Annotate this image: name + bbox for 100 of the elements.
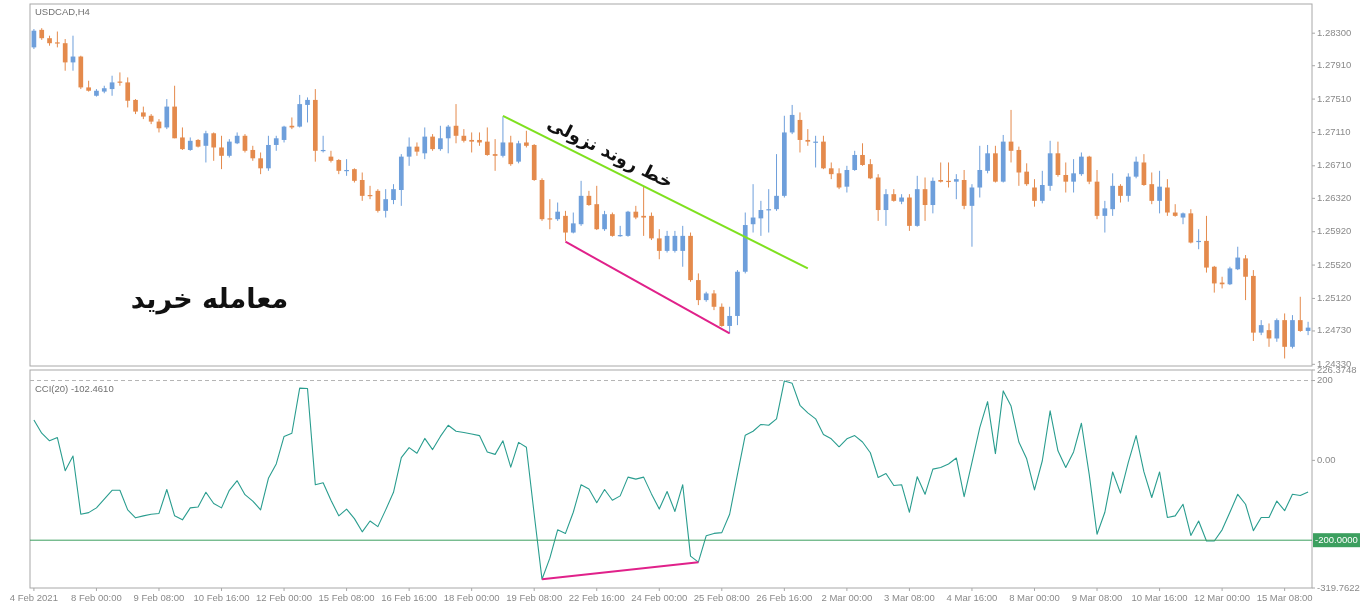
candlestick	[852, 150, 858, 172]
line-series	[33, 380, 1309, 580]
candlestick	[656, 228, 662, 260]
candlestick	[789, 104, 795, 135]
candlestick	[1032, 178, 1037, 208]
x-tick-label: 2 Mar 00:00	[821, 592, 873, 603]
x-tick-label: 3 Mar 08:00	[884, 592, 935, 603]
candlestick	[836, 167, 842, 190]
x-tick-label: 19 Feb 08:00	[506, 592, 563, 603]
candlestick	[1235, 246, 1241, 271]
x-tick-label: 4 Feb 2021	[9, 592, 58, 603]
candlestick	[484, 126, 490, 157]
x-tick-label: 25 Feb 08:00	[693, 592, 750, 603]
candlestick	[1157, 170, 1162, 214]
y-tick-label: -319.7622	[1317, 581, 1360, 593]
y-tick-label: 200	[1317, 374, 1333, 386]
candlestick	[508, 135, 514, 167]
candlestick	[438, 125, 443, 152]
y-tick-label: 1.26320	[1317, 191, 1352, 203]
candlestick	[1243, 254, 1248, 301]
x-tick-label: 8 Feb 00:00	[71, 592, 122, 603]
y-tick-label: 1.27110	[1317, 125, 1351, 137]
candlestick	[164, 98, 170, 130]
candlestick	[680, 225, 686, 268]
candlestick	[985, 144, 990, 174]
chart-title: USDCAD,H4	[35, 6, 90, 17]
candlestick	[1180, 212, 1186, 225]
x-tick-label: 12 Feb 00:00	[256, 592, 313, 603]
candlestick	[219, 135, 224, 170]
x-tick-label: 10 Mar 16:00	[1131, 592, 1188, 603]
y-tick-label: 1.27910	[1317, 59, 1352, 71]
y-tick-label: 1.25120	[1317, 291, 1352, 303]
candlestick	[1063, 161, 1069, 194]
candlestick	[696, 272, 701, 306]
candlestick	[1079, 151, 1084, 177]
y-tick-label: 0.00	[1317, 453, 1336, 465]
candlestick	[125, 76, 131, 108]
candlestick	[469, 131, 475, 153]
candlestick	[1125, 172, 1131, 203]
candlestick	[555, 202, 560, 222]
candlestick	[445, 124, 451, 154]
candlestick	[383, 188, 389, 219]
candlestick	[649, 212, 654, 241]
candlestick	[1102, 200, 1108, 234]
x-tick-label: 26 Feb 16:00	[756, 592, 813, 603]
candlestick	[1274, 317, 1280, 343]
candlestick	[1211, 265, 1217, 294]
candlestick	[492, 138, 498, 172]
candlestick	[226, 138, 232, 158]
candlestick	[109, 75, 115, 97]
candlestick	[422, 126, 428, 160]
candlestick	[602, 210, 607, 232]
annotation: معامله خرید	[130, 283, 289, 316]
candlestick	[359, 171, 365, 202]
candlestick	[1039, 170, 1045, 204]
candlestick	[977, 145, 983, 199]
candlestick	[547, 198, 553, 230]
candlestick	[391, 183, 396, 205]
candlestick	[1024, 162, 1030, 187]
candlestick	[610, 212, 615, 238]
y-tick-label: 1.26710	[1317, 159, 1352, 171]
text: خط روند نزولی	[543, 112, 677, 194]
candlestick	[860, 142, 865, 167]
x-tick-label: 18 Feb 00:00	[443, 592, 500, 603]
y-tick-label: 1.25920	[1317, 225, 1352, 237]
x-tick-label: 15 Mar 08:00	[1256, 592, 1313, 603]
x-tick-label: 12 Mar 00:00	[1194, 592, 1251, 603]
candlestick	[305, 96, 310, 123]
x-tick-label: 15 Feb 08:00	[318, 592, 375, 603]
y-tick-label: 1.25520	[1317, 258, 1352, 270]
candlestick	[563, 210, 568, 242]
candlestick	[297, 94, 303, 128]
y-tick-label: 1.24730	[1317, 324, 1352, 336]
candlestick	[516, 140, 521, 164]
candlestick	[774, 153, 779, 212]
x-tick-label: 9 Feb 08:00	[133, 592, 185, 603]
candlestick	[258, 151, 263, 175]
x-tick-label: 9 Mar 08:00	[1071, 592, 1123, 603]
candlestick	[1149, 171, 1155, 205]
candlestick	[867, 158, 873, 180]
x-tick-label: 10 Feb 16:00	[193, 592, 250, 603]
y-tick-label: 1.27510	[1317, 92, 1352, 104]
text: CCI(20) -102.4610	[35, 383, 114, 394]
candlestick	[719, 302, 725, 328]
x-tick-label: 24 Feb 00:00	[631, 592, 688, 603]
y-tick-label: 1.28300	[1317, 26, 1352, 38]
candlestick	[180, 126, 185, 151]
candlestick	[62, 38, 68, 72]
candlestick	[953, 173, 959, 200]
candlestick	[211, 131, 217, 162]
candlestick	[1297, 296, 1303, 333]
ref-line-label: -200.0000	[1315, 533, 1358, 545]
candlestick	[727, 306, 732, 334]
candlestick	[1110, 172, 1116, 217]
candlestick	[641, 185, 646, 237]
candlestick	[1118, 183, 1123, 204]
candlestick	[1071, 158, 1076, 194]
x-tick-label: 8 Mar 00:00	[1009, 592, 1060, 603]
x-tick-label: 16 Feb 16:00	[381, 592, 438, 603]
x-tick-label: 4 Mar 16:00	[946, 592, 998, 603]
